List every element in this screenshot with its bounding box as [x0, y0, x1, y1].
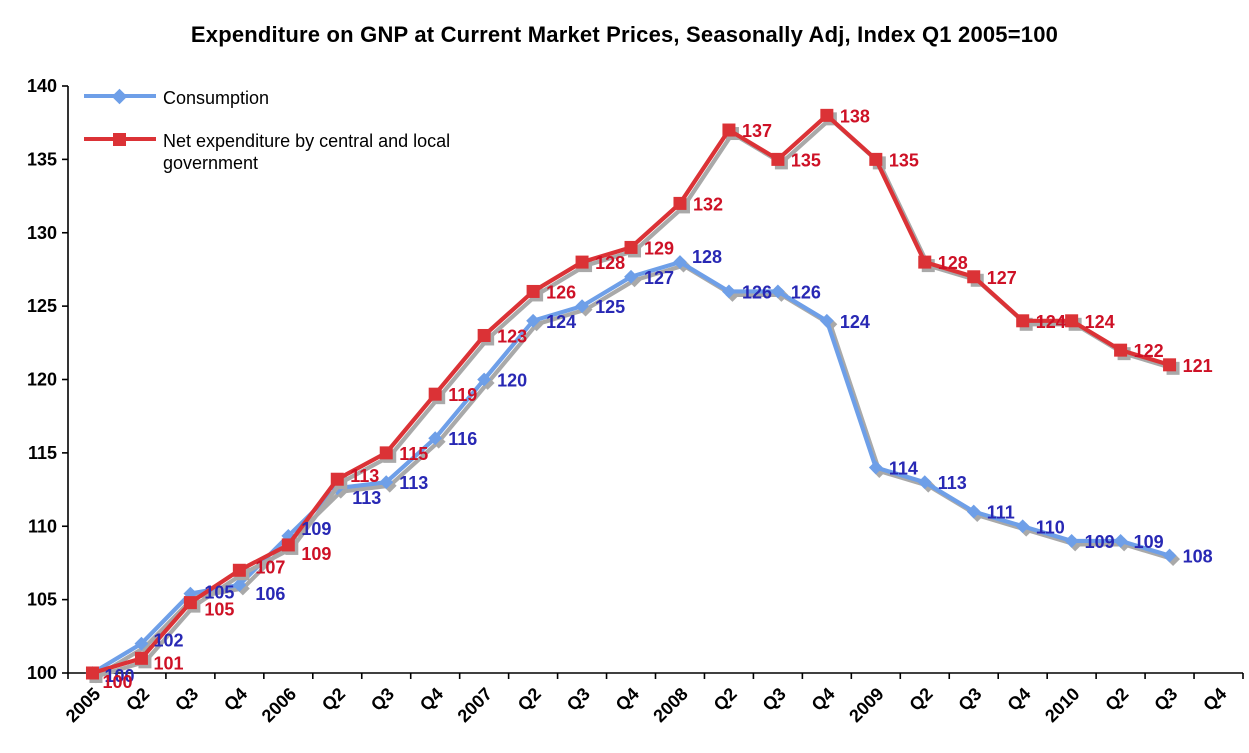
data-label: 129	[644, 238, 674, 258]
x-tick-label: Q4	[612, 684, 643, 715]
x-tick-label: Q2	[710, 684, 741, 715]
data-label: 114	[889, 459, 918, 479]
x-tick-label: Q4	[1199, 684, 1230, 715]
data-label: 109	[301, 544, 331, 564]
legend: Consumption Net expenditure by central a…	[84, 87, 493, 195]
diamond-marker-icon	[111, 88, 128, 105]
data-label: 113	[350, 466, 379, 486]
data-label: 127	[644, 268, 674, 288]
data-label: 116	[448, 429, 477, 449]
data-label: 132	[693, 194, 723, 214]
data-label: 128	[595, 253, 625, 273]
x-tick-label: 2007	[454, 684, 496, 726]
legend-label-consumption: Consumption	[163, 88, 270, 108]
data-label: 102	[153, 631, 183, 651]
data-label: 120	[497, 371, 527, 391]
data-label: 119	[448, 385, 477, 405]
data-label: 135	[791, 150, 821, 170]
x-tick-label: 2010	[1041, 684, 1083, 726]
data-label: 113	[352, 488, 381, 508]
x-tick-label: Q3	[563, 684, 594, 715]
x-tick-label: 2005	[62, 684, 104, 726]
y-tick-label: 110	[28, 516, 57, 536]
x-tick-label: 2009	[845, 684, 887, 726]
data-label: 138	[840, 106, 870, 126]
series-government	[85, 108, 1180, 683]
data-label: 111	[987, 503, 1015, 523]
x-tick-label: Q3	[954, 684, 985, 715]
x-axis: 2005 Q2 Q3 Q4 2006 Q2 Q3 Q4 2007 Q2 Q3 Q4 2008 Q2 Q3 Q4…	[62, 673, 1244, 726]
data-label: 137	[742, 121, 772, 141]
y-tick-label: 120	[27, 370, 57, 390]
data-label: 113	[938, 473, 967, 493]
data-label: 126	[546, 282, 576, 302]
data-label: 100	[102, 672, 132, 692]
data-label: 127	[987, 268, 1017, 288]
data-label: 123	[497, 326, 527, 346]
x-tick-label: 2008	[649, 684, 691, 726]
x-tick-label: Q2	[905, 684, 936, 715]
data-label: 108	[1183, 547, 1213, 567]
series-consumption	[85, 255, 1180, 684]
x-tick-label: Q4	[220, 684, 251, 715]
data-label: 124	[1085, 312, 1115, 332]
x-tick-label: Q4	[1003, 684, 1034, 715]
data-label: 113	[399, 473, 428, 493]
x-tick-label: Q2	[514, 684, 545, 715]
y-tick-label: 125	[27, 296, 57, 316]
y-tick-label: 115	[28, 443, 57, 463]
x-tick-label: Q3	[1150, 684, 1181, 715]
data-label: 126	[791, 282, 821, 302]
data-label: 109	[1134, 532, 1164, 552]
data-label: 105	[204, 583, 234, 603]
x-tick-label: Q2	[1101, 684, 1132, 715]
data-label: 124	[546, 312, 576, 332]
data-label: 128	[692, 247, 722, 267]
legend-item-consumption: Consumption	[84, 87, 493, 109]
legend-sample-consumption	[84, 87, 156, 105]
x-tick-label: Q2	[318, 684, 349, 715]
y-tick-label: 135	[27, 149, 57, 169]
data-label: 125	[595, 297, 625, 317]
data-label: 101	[153, 653, 183, 673]
y-tick-label: 140	[27, 76, 57, 96]
data-label: 128	[938, 253, 968, 273]
data-label: 135	[889, 150, 919, 170]
legend-item-government: Net expenditure by central and local gov…	[84, 130, 493, 174]
data-label: 115	[399, 444, 428, 464]
y-tick-label: 105	[27, 590, 57, 610]
x-tick-label: 2006	[258, 684, 300, 726]
data-label: 121	[1183, 356, 1213, 376]
data-label: 107	[255, 557, 285, 577]
x-tick-label: Q3	[171, 684, 202, 715]
legend-sample-government	[84, 130, 156, 148]
x-tick-label: Q4	[808, 684, 839, 715]
x-tick-label: Q3	[367, 684, 398, 715]
data-label: 110	[1036, 517, 1065, 537]
y-tick-label: 130	[27, 223, 57, 243]
data-label: 106	[255, 584, 285, 604]
data-label: 109	[301, 519, 331, 539]
chart-title: Expenditure on GNP at Current Market Pri…	[190, 22, 1059, 47]
legend-label-government: Net expenditure by central and local gov…	[163, 131, 451, 173]
data-label: 124	[1036, 312, 1066, 332]
data-label: 122	[1134, 341, 1164, 361]
x-tick-label: Q4	[416, 684, 447, 715]
data-labels-government: 100 101 105 107 109 113 115 119 123 126 128 129 132 1…	[102, 106, 1212, 692]
y-tick-label: 100	[27, 663, 57, 683]
data-label: 109	[1085, 532, 1115, 552]
data-label: 105	[204, 600, 234, 620]
data-label: 124	[840, 312, 870, 332]
y-axis: 100 105 110 115 120 125 130 135 140	[27, 76, 68, 683]
square-marker-icon	[113, 133, 126, 146]
data-label: 100	[104, 666, 134, 686]
data-label: 126	[742, 282, 772, 302]
x-tick-label: Q3	[759, 684, 790, 715]
